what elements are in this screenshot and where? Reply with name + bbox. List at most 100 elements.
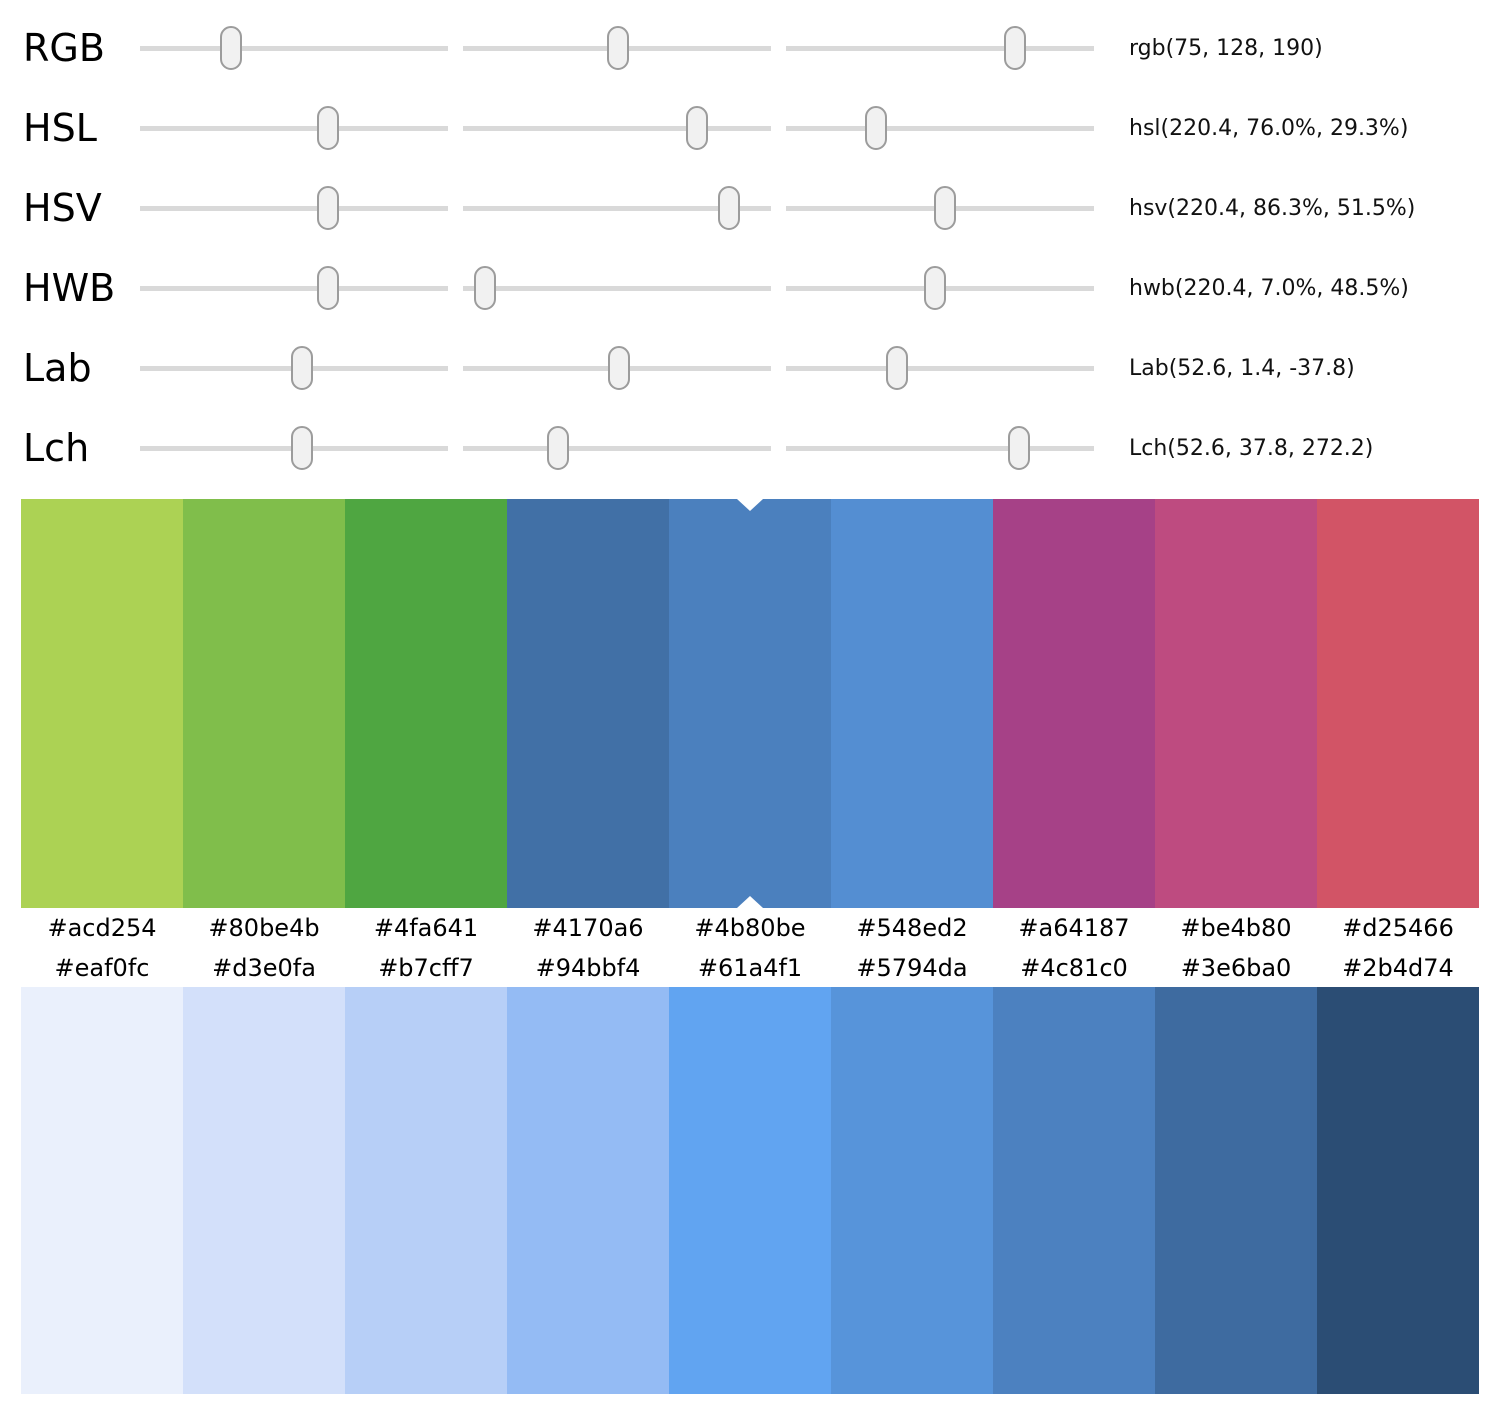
color-value-text: hwb(220.4, 7.0%, 48.5%) <box>1129 275 1409 301</box>
slider-track-hwb-1[interactable] <box>140 265 448 311</box>
color-value-text: rgb(75, 128, 190) <box>1129 35 1323 61</box>
palette-swatch[interactable] <box>345 987 507 1394</box>
palette-swatch[interactable] <box>1155 987 1317 1394</box>
slider-track-lab-1[interactable] <box>140 345 448 391</box>
hex-code-label: #3e6ba0 <box>1180 953 1292 982</box>
slider-row-rgb: RGB rgb(75, 128, 190) <box>23 8 1501 88</box>
slider-thumb[interactable] <box>924 266 947 310</box>
hex-code-label: #be4b80 <box>1180 914 1292 942</box>
slider-track-line <box>140 205 448 211</box>
hex-code-label: #94bbf4 <box>535 953 641 982</box>
slider-track-hsl-3[interactable] <box>786 105 1094 151</box>
slider-track-lch-2[interactable] <box>463 425 771 471</box>
slider-thumb[interactable] <box>219 26 242 70</box>
slider-track-line <box>786 125 1094 131</box>
palette-swatch[interactable] <box>183 499 345 908</box>
slider-group-label: Lab <box>23 346 92 390</box>
main-palette-hex-labels: #acd254 #80be4b #4fa641 #4170a6 #4b80be #548e… <box>21 908 1479 948</box>
slider-thumb[interactable] <box>933 186 956 230</box>
slider-thumb[interactable] <box>608 346 631 390</box>
slider-row-lch: Lch Lch(52.6, 37.8, 272.2) <box>23 408 1501 488</box>
color-value-text: hsl(220.4, 76.0%, 29.3%) <box>1129 115 1409 141</box>
palette-swatch[interactable] <box>669 499 831 908</box>
slider-track-hwb-3[interactable] <box>786 265 1094 311</box>
slider-track-hsl-2[interactable] <box>463 105 771 151</box>
slider-track-hwb-2[interactable] <box>463 265 771 311</box>
color-value-text: hsv(220.4, 86.3%, 51.5%) <box>1129 195 1416 221</box>
slider-track-hsv-3[interactable] <box>786 185 1094 231</box>
slider-thumb[interactable] <box>717 186 740 230</box>
palette-swatch[interactable] <box>669 987 831 1394</box>
slider-thumb[interactable] <box>291 426 313 470</box>
palette-swatch[interactable] <box>507 987 669 1394</box>
slider-thumb[interactable] <box>606 26 629 70</box>
slider-thumb[interactable] <box>317 186 340 230</box>
color-value-text: Lch(52.6, 37.8, 272.2) <box>1129 435 1374 461</box>
hex-code-label: #4170a6 <box>532 914 644 942</box>
slider-thumb[interactable] <box>473 266 496 310</box>
hex-code-label: #548ed2 <box>856 914 968 942</box>
slider-track-lch-1[interactable] <box>140 425 448 471</box>
palette-swatch[interactable] <box>21 499 183 908</box>
hex-code-label: #acd254 <box>47 914 157 942</box>
slider-track-hsl-1[interactable] <box>140 105 448 151</box>
slider-track-rgb-1[interactable] <box>140 25 448 71</box>
palette-swatch[interactable] <box>183 987 345 1394</box>
slider-track-hsv-1[interactable] <box>140 185 448 231</box>
palette-swatch[interactable] <box>345 499 507 908</box>
palette-swatch[interactable] <box>993 499 1155 908</box>
palette-swatch[interactable] <box>1317 499 1479 908</box>
slider-track-line <box>140 285 448 291</box>
hex-code-label: #d25466 <box>1342 914 1454 942</box>
slider-thumb[interactable] <box>317 266 340 310</box>
slider-group-label: RGB <box>23 26 105 70</box>
palette-swatch[interactable] <box>21 987 183 1394</box>
slider-row-lab: Lab Lab(52.6, 1.4, -37.8) <box>23 328 1501 408</box>
hex-code-label: #d3e0fa <box>212 953 316 982</box>
slider-thumb[interactable] <box>1007 426 1030 470</box>
slider-track-line <box>463 125 771 131</box>
palette-swatch[interactable] <box>507 499 669 908</box>
slider-thumb[interactable] <box>547 426 570 470</box>
hex-code-label: #b7cff7 <box>378 953 474 982</box>
slider-track-line <box>140 45 448 51</box>
slider-group-label: HWB <box>23 266 116 310</box>
slider-track-line <box>463 205 771 211</box>
slider-thumb[interactable] <box>686 106 709 150</box>
slider-thumb[interactable] <box>317 106 340 150</box>
palette-swatch[interactable] <box>993 987 1155 1394</box>
slider-track-line <box>786 45 1094 51</box>
palette-swatch[interactable] <box>1317 987 1479 1394</box>
hex-code-label: #2b4d74 <box>1342 953 1454 982</box>
hex-code-label: #4fa641 <box>373 914 479 942</box>
hex-code-label: #eaf0fc <box>54 953 150 982</box>
color-value-text: Lab(52.6, 1.4, -37.8) <box>1129 355 1355 381</box>
tint-shade-hex-labels: #eaf0fc #d3e0fa #b7cff7 #94bbf4 #61a4f1 #5794… <box>21 948 1479 987</box>
slider-track-line <box>140 125 448 131</box>
hex-code-label: #4b80be <box>694 914 806 942</box>
slider-row-hsv: HSV hsv(220.4, 86.3%, 51.5%) <box>23 168 1501 248</box>
slider-track-lab-3[interactable] <box>786 345 1094 391</box>
slider-track-rgb-2[interactable] <box>463 25 771 71</box>
color-sliders-panel: RGB rgb(75, 128, 190) HSL hsl(220.4, 76.0%,… <box>0 0 1501 488</box>
slider-thumb[interactable] <box>291 346 313 390</box>
slider-track-rgb-3[interactable] <box>786 25 1094 71</box>
palette-swatch[interactable] <box>831 499 993 908</box>
slider-thumb[interactable] <box>1004 26 1027 70</box>
main-color-palette <box>21 499 1479 908</box>
palette-swatch[interactable] <box>831 987 993 1394</box>
selected-color-notch-top <box>737 499 763 511</box>
hex-code-label: #80be4b <box>208 914 320 942</box>
slider-track-lch-3[interactable] <box>786 425 1094 471</box>
slider-track-hsv-2[interactable] <box>463 185 771 231</box>
tint-shade-palette <box>21 987 1479 1394</box>
slider-thumb[interactable] <box>885 346 908 390</box>
hex-code-label: #a64187 <box>1018 914 1130 942</box>
slider-thumb[interactable] <box>865 106 888 150</box>
slider-track-line <box>463 285 771 291</box>
palette-swatch[interactable] <box>1155 499 1317 908</box>
slider-group-label: HSV <box>23 186 102 230</box>
slider-track-line <box>786 445 1094 451</box>
slider-track-lab-2[interactable] <box>463 345 771 391</box>
